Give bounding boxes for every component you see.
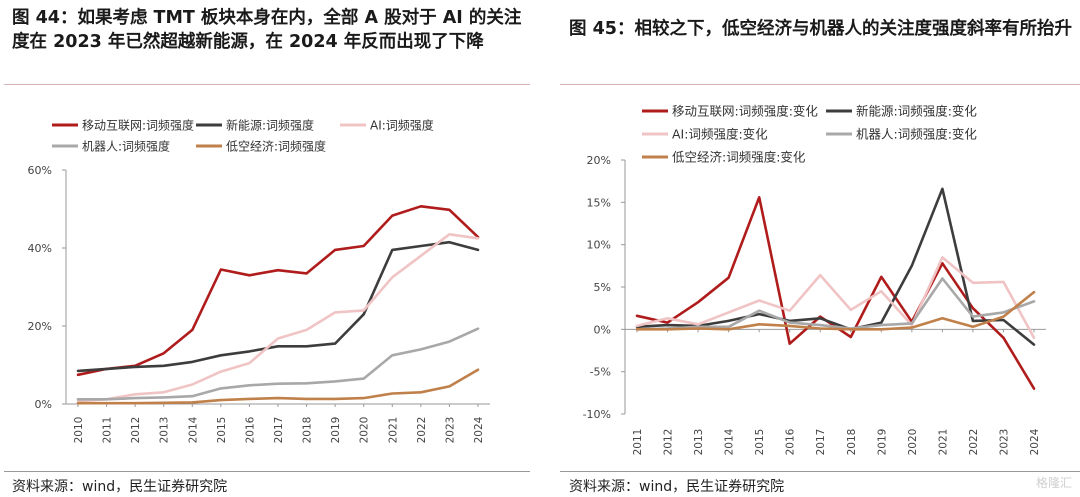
x-tick-label-left: 2013 (159, 417, 171, 444)
x-tick-label-left: 2019 (330, 417, 342, 444)
series-line-left-2 (76, 240, 480, 373)
y-tick-label-left: 0% (35, 398, 52, 411)
title-divider-right (560, 84, 1080, 85)
x-tick-label-left: 2010 (73, 417, 85, 444)
x-tick-label-left: 2016 (244, 416, 256, 443)
legend-label-right-3: AI:词频强度:变化 (672, 127, 768, 142)
x-tick-label-right: 2012 (663, 429, 675, 456)
x-tick-label-right: 2020 (907, 429, 919, 456)
x-tick-label-right: 2024 (1029, 428, 1041, 455)
source-divider-right (560, 471, 1080, 472)
watermark-logo: 格隆汇 (1035, 476, 1072, 490)
series-line-left-5 (76, 368, 480, 405)
chart-left: 0% 20% 40% 60% 2010 2011 2012 2013 2014 2015 2016 2… (28, 118, 490, 444)
series-line-right-2 (635, 187, 1036, 346)
x-tick-label-left: 2023 (444, 417, 456, 444)
x-tick-label-right: 2019 (876, 429, 888, 456)
y-tick-label-right: 10% (587, 239, 611, 252)
chart-right: -10% -5% 0% 5% 10% 15% 20% 2011 2012 2013 2014 2015… (583, 104, 1046, 456)
y-tick-label-left: 60% (28, 164, 52, 177)
legend-label-left-2: 新能源:词频强度 (226, 118, 314, 133)
x-tick-label-left: 2017 (273, 417, 285, 444)
x-tick-label-right: 2018 (846, 429, 858, 456)
x-tick-label-left: 2011 (102, 417, 114, 444)
y-tick-label-right: 20% (587, 154, 611, 167)
y-tick-label-left: 40% (28, 242, 52, 255)
x-tick-label-right: 2014 (724, 428, 736, 455)
legend-label-left-1: 移动互联网:词频强度 (82, 118, 194, 133)
legend-label-right-4: 机器人:词频强度:变化 (856, 127, 977, 142)
legend-label-right-1: 移动互联网:词频强度:变化 (672, 104, 818, 119)
source-note-left: 资料来源：wind，民生证券研究院 (12, 479, 228, 495)
chart-title-right: 图 45：相较之下，低空经济与机器人的关注度强度斜率有所抬升 (569, 19, 1072, 39)
legend-label-left-5: 低空经济:词频强度 (226, 139, 326, 154)
x-tick-label-right: 2016 (785, 428, 797, 455)
chart-title-left: 图 44：如果考虑 TMT 板块本身在内，全部 A 股对于 AI 的关注度在 2… (12, 8, 522, 52)
series-line-right-5 (635, 290, 1036, 331)
legend-label-left-4: 机器人:词频强度 (82, 139, 170, 154)
x-tick-label-left: 2021 (387, 417, 399, 444)
x-tick-label-right: 2022 (968, 429, 980, 456)
series-line-left-4 (76, 327, 480, 401)
y-tick-label-left: 20% (28, 320, 52, 333)
legend-label-right-5: 低空经济:词频强度:变化 (672, 150, 806, 165)
x-tick-label-left: 2022 (416, 417, 428, 444)
source-divider-left (4, 471, 530, 472)
legend-label-left-3: AI:词频强度 (370, 118, 434, 133)
x-tick-label-right: 2011 (632, 429, 644, 456)
y-tick-label-right: 0% (594, 323, 611, 336)
x-tick-label-right: 2013 (693, 429, 705, 456)
x-tick-label-left: 2015 (216, 417, 228, 444)
series-line-left-1 (76, 205, 480, 377)
y-tick-label-right: 5% (594, 281, 611, 294)
title-divider-left (4, 84, 530, 85)
y-tick-label-right: -10% (583, 408, 611, 421)
x-tick-label-left: 2018 (302, 417, 314, 444)
source-note-right: 资料来源：wind，民生证券研究院 (569, 479, 785, 495)
x-tick-label-left: 2020 (359, 417, 371, 444)
x-tick-label-right: 2015 (754, 429, 766, 456)
x-tick-label-right: 2021 (937, 429, 949, 456)
x-tick-label-left: 2012 (130, 417, 142, 444)
x-tick-label-right: 2023 (998, 429, 1010, 456)
y-tick-label-right: -5% (590, 366, 611, 379)
x-tick-label-left: 2024 (473, 416, 485, 443)
y-tick-label-right: 15% (587, 196, 611, 209)
series-line-right-3 (635, 256, 1036, 340)
series-line-right-4 (635, 277, 1036, 331)
x-tick-label-right: 2017 (815, 429, 827, 456)
x-tick-label-left: 2014 (187, 416, 199, 443)
series-line-left-3 (76, 233, 480, 403)
legend-label-right-2: 新能源:词频强度:变化 (856, 104, 977, 119)
